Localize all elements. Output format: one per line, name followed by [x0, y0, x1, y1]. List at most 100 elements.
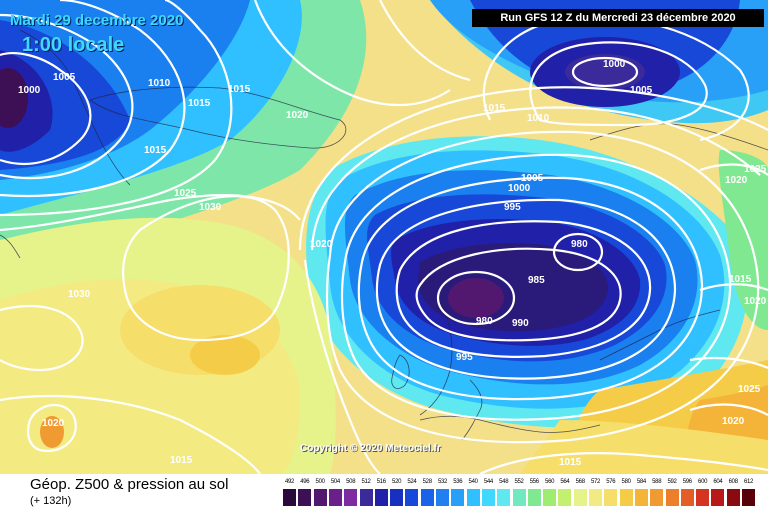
legend-color-swatch [359, 489, 373, 506]
legend-tick-label: 580 [621, 479, 631, 485]
legend-color-swatch [543, 489, 557, 506]
isobar-label: 1020 [42, 418, 65, 429]
isobar-label: 1015 [144, 145, 167, 156]
coastlines [0, 29, 768, 441]
legend-tick-label: 604 [713, 479, 723, 485]
legend-tick-label: 520 [392, 479, 402, 485]
legend-tick-label: 560 [545, 479, 555, 485]
legend-tick-label: 500 [315, 479, 325, 485]
legend-color-swatch [466, 489, 480, 506]
legend-tick-label: 548 [499, 479, 509, 485]
forecast-date-title: Mardi 29 decembre 2020 [10, 12, 184, 29]
legend-color-swatch [313, 489, 327, 506]
legend-tick-label: 524 [407, 479, 417, 485]
isobar-label: 1015 [483, 103, 506, 114]
isobar-label: 1005 [630, 85, 653, 96]
legend-color-swatch [451, 489, 465, 506]
legend-color-swatch [650, 489, 664, 506]
legend-tick-label: 588 [652, 479, 662, 485]
isobar-label: 980 [476, 316, 493, 327]
legend-color-swatch [589, 489, 602, 506]
legend-tick-label: 576 [606, 479, 616, 485]
legend-color-swatch [512, 489, 526, 506]
legend-tick-label: 572 [590, 479, 601, 485]
legend-tick-label: 536 [453, 479, 463, 485]
legend-tick-label: 592 [667, 479, 677, 485]
legend-tick-label: 556 [529, 479, 539, 485]
legend-color-swatch [696, 489, 710, 506]
legend-tick-label: 544 [483, 479, 493, 485]
isobar-label: 985 [528, 275, 545, 286]
legend-tick-label: 612 [743, 479, 754, 485]
legend-color-swatch [390, 489, 404, 506]
isobar-label: 1020 [744, 296, 767, 307]
isobar-label: 1015 [188, 98, 211, 109]
isobar-label: 1015 [170, 455, 193, 466]
legend-tick-label: 528 [422, 479, 432, 485]
legend-color-swatch [619, 489, 633, 506]
legend-color-swatch [405, 489, 419, 506]
legend-color-swatch [420, 489, 434, 506]
isobar-label: 995 [456, 352, 473, 363]
legend-color-swatch [497, 489, 511, 506]
legend-color-swatch [665, 489, 679, 506]
isobar-label: 1030 [68, 289, 91, 300]
isobar-label: 995 [504, 202, 521, 213]
field-title: Géop. Z500 & pression au sol [30, 476, 229, 493]
legend-color-swatch [328, 489, 342, 506]
legend-tick-label: 496 [300, 479, 310, 485]
legend-tick-label: 532 [437, 479, 448, 485]
forecast-time-title: 1:00 locale [22, 34, 125, 56]
legend-tick-label: 504 [330, 479, 340, 485]
legend-tick-label: 596 [682, 479, 692, 485]
isobar-label: 1025 [174, 188, 197, 199]
legend-tick-label: 492 [284, 479, 295, 485]
isobar-label: 1015 [559, 457, 582, 468]
isobar-label: 1015 [729, 274, 752, 285]
model-run-banner: Run GFS 12 Z du Mercredi 23 décembre 202… [472, 9, 764, 27]
legend-color-swatch [680, 489, 694, 506]
isobar-label: 1020 [722, 416, 745, 427]
isobar-label: 1000 [603, 59, 626, 70]
color-scale-legend: 492 496 500 504 508 512 516 520 524 528 532 536 540 5… [283, 479, 757, 509]
legend-color-swatch [283, 489, 296, 506]
isobar-label: 1015 [228, 84, 251, 95]
geopotential-pressure-map: 1000100510101015101510151020102510301030… [0, 0, 768, 474]
legend-tick-label: 564 [560, 479, 570, 485]
isobar-labels: 1000100510101015101510151020102510301030… [18, 59, 767, 468]
copyright-notice: Copyright © 2020 Meteociel.fr [300, 443, 441, 454]
legend-tick-label: 600 [698, 479, 708, 485]
legend-color-swatch [436, 489, 449, 506]
legend-tick-label: 540 [468, 479, 478, 485]
legend-tick-label: 568 [575, 479, 585, 485]
lead-time: (+ 132h) [30, 495, 72, 507]
legend-color-swatch [711, 489, 725, 506]
legend-tick-label: 608 [728, 479, 738, 485]
isobar-label: 1025 [744, 164, 767, 175]
isobar-label: 980 [571, 239, 588, 250]
legend-color-swatch [527, 489, 541, 506]
legend-tick-label: 584 [636, 479, 646, 485]
isobar-label: 1020 [725, 175, 748, 186]
legend-color-swatch [298, 489, 312, 506]
legend-color-swatch [558, 489, 572, 506]
legend-color-swatch [481, 489, 495, 506]
legend-color-swatch [604, 489, 618, 506]
legend-tick-label: 516 [376, 479, 386, 485]
legend-color-swatch [344, 489, 358, 506]
legend-color-swatch [726, 489, 740, 506]
legend-tick-label: 508 [346, 479, 356, 485]
legend-tick-label: 512 [361, 479, 371, 485]
legend-color-swatch [374, 489, 388, 506]
isobar-label: 1005 [521, 173, 544, 184]
isobar-label: 1020 [286, 110, 309, 121]
legend-color-swatch [742, 489, 755, 506]
isobar-label: 1010 [148, 78, 171, 89]
legend-color-swatch [634, 489, 648, 506]
isobar-label: 1000 [508, 183, 531, 194]
map-footer: Géop. Z500 & pression au sol (+ 132h) 49… [0, 474, 768, 512]
legend-color-swatch [573, 489, 587, 506]
legend-tick-label: 552 [514, 479, 524, 485]
isobar-label: 1030 [199, 202, 222, 213]
